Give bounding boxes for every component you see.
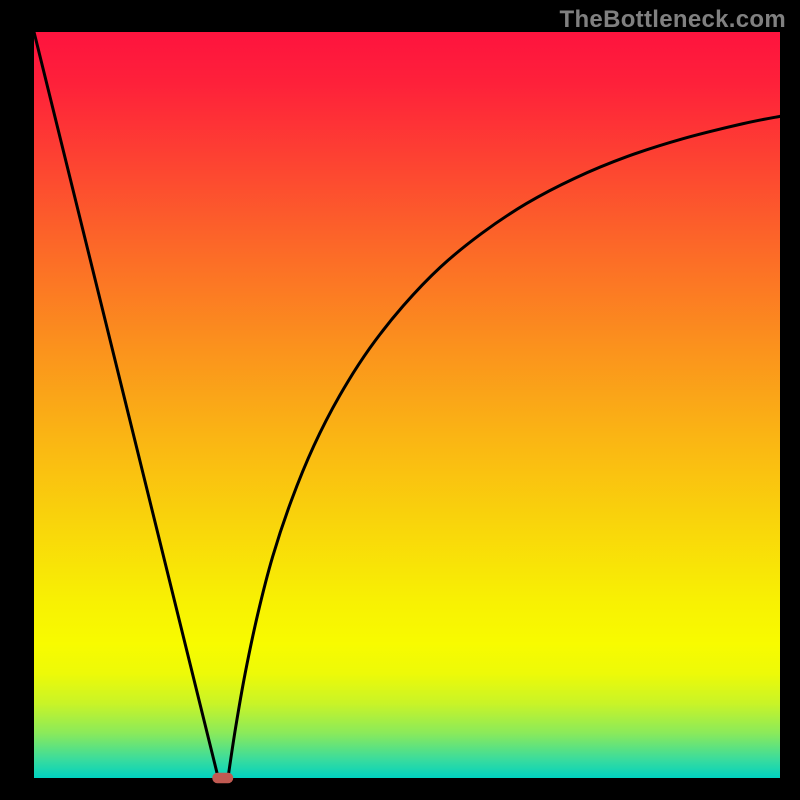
chart-container: TheBottleneck.com [0,0,800,800]
chart-svg [0,0,800,800]
min-marker [212,773,233,783]
